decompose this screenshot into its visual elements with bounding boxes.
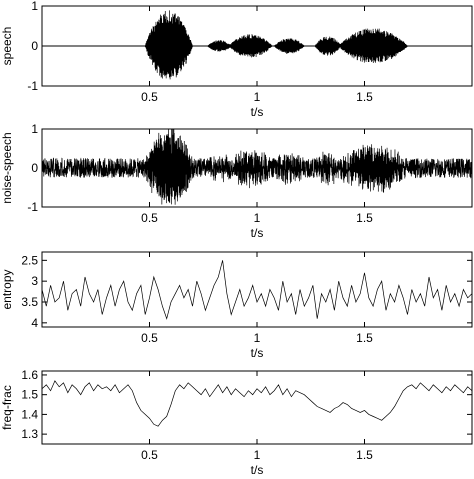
y-axis-label: noise-speech bbox=[0, 132, 14, 203]
y-tick-label: -1 bbox=[27, 79, 38, 93]
x-tick-label: 1.5 bbox=[356, 90, 373, 104]
x-tick-label: 0.5 bbox=[141, 90, 158, 104]
x-tick-label: 1.5 bbox=[356, 448, 373, 462]
x-axis-label: t/s bbox=[251, 105, 264, 119]
y-tick-label: -1 bbox=[27, 200, 38, 214]
y-tick-label: 1 bbox=[31, 0, 38, 13]
y-tick-label: 0 bbox=[31, 39, 38, 53]
x-axis-label: t/s bbox=[251, 226, 264, 240]
y-tick-label: 1.3 bbox=[21, 427, 38, 441]
x-tick-label: 1.5 bbox=[356, 331, 373, 345]
x-tick-label: 0.5 bbox=[141, 448, 158, 462]
x-tick-label: 1 bbox=[254, 331, 261, 345]
y-tick-label: 4 bbox=[31, 316, 38, 330]
y-tick-label: 0 bbox=[31, 161, 38, 175]
y-tick-label: 3 bbox=[31, 274, 38, 288]
panel-2: 0.5 1 1.5 1 0 -1 t/s noise-speech bbox=[0, 122, 473, 240]
x-axis-label: t/s bbox=[251, 346, 264, 360]
x-tick-label: 0.5 bbox=[141, 331, 158, 345]
panel-3: 0.5 1 1.5 2.5 3 3.5 4 t/s entropy bbox=[0, 251, 473, 360]
y-tick-label: 1.5 bbox=[21, 388, 38, 402]
plot-frame bbox=[41, 370, 473, 445]
y-axis-label: entropy bbox=[0, 269, 14, 309]
plot-frame bbox=[41, 251, 473, 328]
y-tick-label: 1.6 bbox=[21, 368, 38, 382]
y-tick-label: 2.5 bbox=[21, 253, 38, 267]
y-axis-label: freq-frac bbox=[0, 385, 14, 430]
panel-1: 0.5 1 1.5 1 0 -1 t/s speech bbox=[0, 0, 473, 119]
panel-4: 0.5 1 1.5 1.6 1.5 1.4 1.3 t/s freq-frac bbox=[0, 368, 473, 477]
series-line-speech bbox=[42, 10, 472, 80]
y-tick-label: 1 bbox=[31, 122, 38, 136]
y-tick-label: 3.5 bbox=[21, 295, 38, 309]
y-tick-label: 1.4 bbox=[21, 407, 38, 421]
x-tick-label: 1 bbox=[254, 90, 261, 104]
x-axis-label: t/s bbox=[251, 463, 264, 477]
series-line-entropy bbox=[41, 260, 473, 320]
x-tick-label: 0.5 bbox=[141, 211, 158, 225]
x-tick-label: 1.5 bbox=[356, 211, 373, 225]
y-axis-label: speech bbox=[0, 27, 14, 66]
x-tick-label: 1 bbox=[254, 448, 261, 462]
series-line-freq-frac bbox=[41, 380, 473, 427]
x-tick-label: 1 bbox=[254, 211, 261, 225]
series-line-noise-speech bbox=[41, 128, 473, 205]
